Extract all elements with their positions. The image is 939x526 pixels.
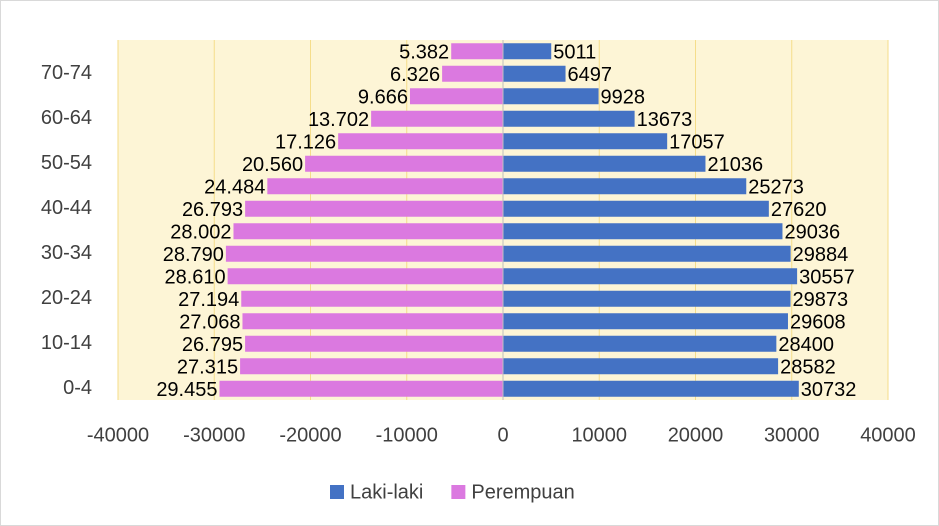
value-label: 29608 [790,312,846,334]
value-label: 30557 [799,267,855,289]
x-tick-label: 10000 [571,424,627,446]
value-label: 26.793 [182,199,243,221]
value-label: 17057 [669,132,725,154]
bar [503,200,769,217]
value-label: 28.002 [170,222,231,244]
bar [219,380,504,397]
bar [503,268,798,285]
bar [371,110,503,127]
value-label: 5.382 [399,42,449,64]
bar [442,65,503,82]
value-label: 26.795 [182,334,243,356]
bar [503,358,779,375]
x-tick-label: 30000 [764,424,820,446]
value-label: 17.126 [275,132,336,154]
value-label: 30732 [801,379,857,401]
x-tick-label: 0 [497,424,508,446]
value-label: 13673 [637,109,693,131]
x-tick-label: 20000 [668,424,724,446]
bar [227,268,503,285]
bar [409,88,503,105]
bar [503,313,788,330]
bar [503,43,552,60]
value-label: 28582 [780,357,836,379]
bar [245,335,503,352]
legend-label: Laki-laki [350,481,423,503]
value-label: 29884 [793,244,849,266]
value-label: 20.560 [242,154,303,176]
value-label: 6.326 [390,64,440,86]
bar [503,223,783,240]
value-label: 21036 [707,154,763,176]
bar [503,290,791,307]
value-label: 24.484 [204,177,265,199]
x-tick-label: -40000 [87,424,149,446]
value-label: 27620 [771,199,827,221]
legend-swatch [330,485,344,499]
bar [503,155,706,172]
y-tick-label: 60-64 [41,107,92,129]
value-label: 25273 [748,177,804,199]
value-label: 5011 [553,42,596,64]
value-label: 28400 [778,334,834,356]
x-tick-label: -10000 [376,424,438,446]
bar [245,200,503,217]
bar [233,223,503,240]
bar [503,178,747,195]
bar [451,43,503,60]
value-label: 13.702 [308,109,369,131]
bar [503,65,566,82]
value-label: 28.610 [164,267,225,289]
value-label: 27.194 [178,289,239,311]
y-tick-label: 10-14 [41,332,92,354]
legend-label: Perempuan [471,481,574,503]
y-tick-label: 70-74 [41,62,92,84]
bar [503,88,599,105]
value-label: 29036 [784,222,840,244]
bar [503,335,777,352]
value-label: 6497 [568,64,613,86]
bar [305,155,503,172]
value-label: 27.068 [179,312,240,334]
bar [225,245,504,262]
x-tick-label: 40000 [860,424,916,446]
value-label: 29873 [793,289,849,311]
bar [240,358,503,375]
legend-swatch [451,485,466,499]
y-tick-label: 40-44 [41,197,92,219]
x-tick-label: -20000 [279,424,341,446]
y-tick-label: 30-34 [41,242,92,264]
value-label: 9.666 [358,87,408,109]
value-label: 27.315 [177,357,238,379]
x-tick-label: -30000 [183,424,245,446]
y-tick-label: 50-54 [41,152,92,174]
bar [503,245,791,262]
bar [338,133,503,150]
y-tick-label: 0-4 [63,377,92,399]
bar [267,178,503,195]
bar [242,313,503,330]
bar [241,290,503,307]
bar [503,380,799,397]
bar [503,110,635,127]
bar [503,133,668,150]
value-label: 29.455 [156,379,217,401]
value-label: 28.790 [163,244,224,266]
y-tick-label: 20-24 [41,287,92,309]
value-label: 9928 [601,87,646,109]
